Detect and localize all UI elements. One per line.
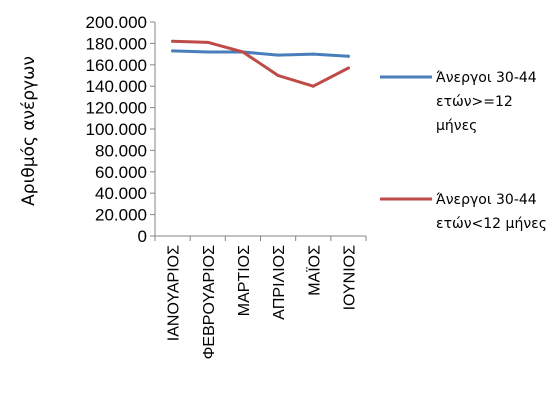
- series-2-point-5: [346, 66, 350, 70]
- series-2-point-2: [241, 50, 245, 54]
- y-tick-label-10: 200.000: [86, 13, 147, 32]
- series-2-point-3: [276, 74, 280, 77]
- series-1-point-3: [276, 53, 280, 57]
- x-tick-label-0: ΙΑΝΟΥΑΡΙΟΣ: [166, 245, 183, 341]
- series-1-point-5: [346, 54, 350, 58]
- series-line-2: [171, 39, 350, 88]
- series-1-point-0: [171, 49, 175, 53]
- x-axis-ticks: ΙΑΝΟΥΑΡΙΟΣ ΦΕΒΡΟΥΑΡΙΟΣ ΜΑΡΤΙΟΣ ΑΠΡΙΛΙΟΣ ΜΑΪΟ…: [154, 236, 367, 359]
- legend-label-series-1: Άνεργοι 30-44 ετών>=12 μήνες: [436, 70, 537, 134]
- series-1-point-4: [311, 52, 315, 56]
- x-tick-label-5: ΙΟΥΝΙΟΣ: [341, 245, 358, 310]
- legend: [380, 75, 432, 201]
- x-tick-label-2: ΜΑΡΤΙΟΣ: [236, 245, 253, 316]
- y-tick-label-2: 40.000: [95, 184, 147, 203]
- x-tick-label-4: ΜΑΪΟΣ: [305, 245, 323, 296]
- y-axis-label-group: Αριθμός ανέργων: [19, 56, 39, 206]
- x-tick-label-3: ΑΠΡΙΛΙΟΣ: [271, 245, 288, 320]
- y-tick-label-3: 60.000: [95, 163, 147, 182]
- y-tick-label-1: 20.000: [95, 206, 147, 225]
- y-tick-label-9: 180.000: [86, 34, 147, 53]
- series-line-1: [171, 49, 350, 58]
- y-tick-label-4: 80.000: [95, 141, 147, 160]
- series-lines: [171, 39, 350, 88]
- series-2-point-4: [311, 84, 315, 88]
- y-tick-label-5: 100.000: [86, 120, 147, 139]
- y-axis-label: Αριθμός ανέργων: [19, 56, 39, 206]
- series-2-point-0: [171, 39, 175, 43]
- y-tick-label-0: 0: [138, 227, 147, 246]
- y-axis-ticks: 0 20.000 40.000 60.000 80.000 100.000 120.000 1…: [86, 13, 155, 246]
- series-1-point-1: [206, 50, 210, 54]
- y-tick-label-8: 160.000: [86, 56, 147, 75]
- y-tick-label-6: 120.000: [86, 99, 147, 118]
- y-tick-label-7: 140.000: [86, 77, 147, 96]
- x-tick-label-1: ΦΕΒΡΟΥΑΡΙΟΣ: [201, 245, 218, 359]
- legend-label-series-2: Άνεργοι 30-44 ετών<12 μήνες: [436, 192, 547, 232]
- series-2-point-1: [206, 40, 210, 44]
